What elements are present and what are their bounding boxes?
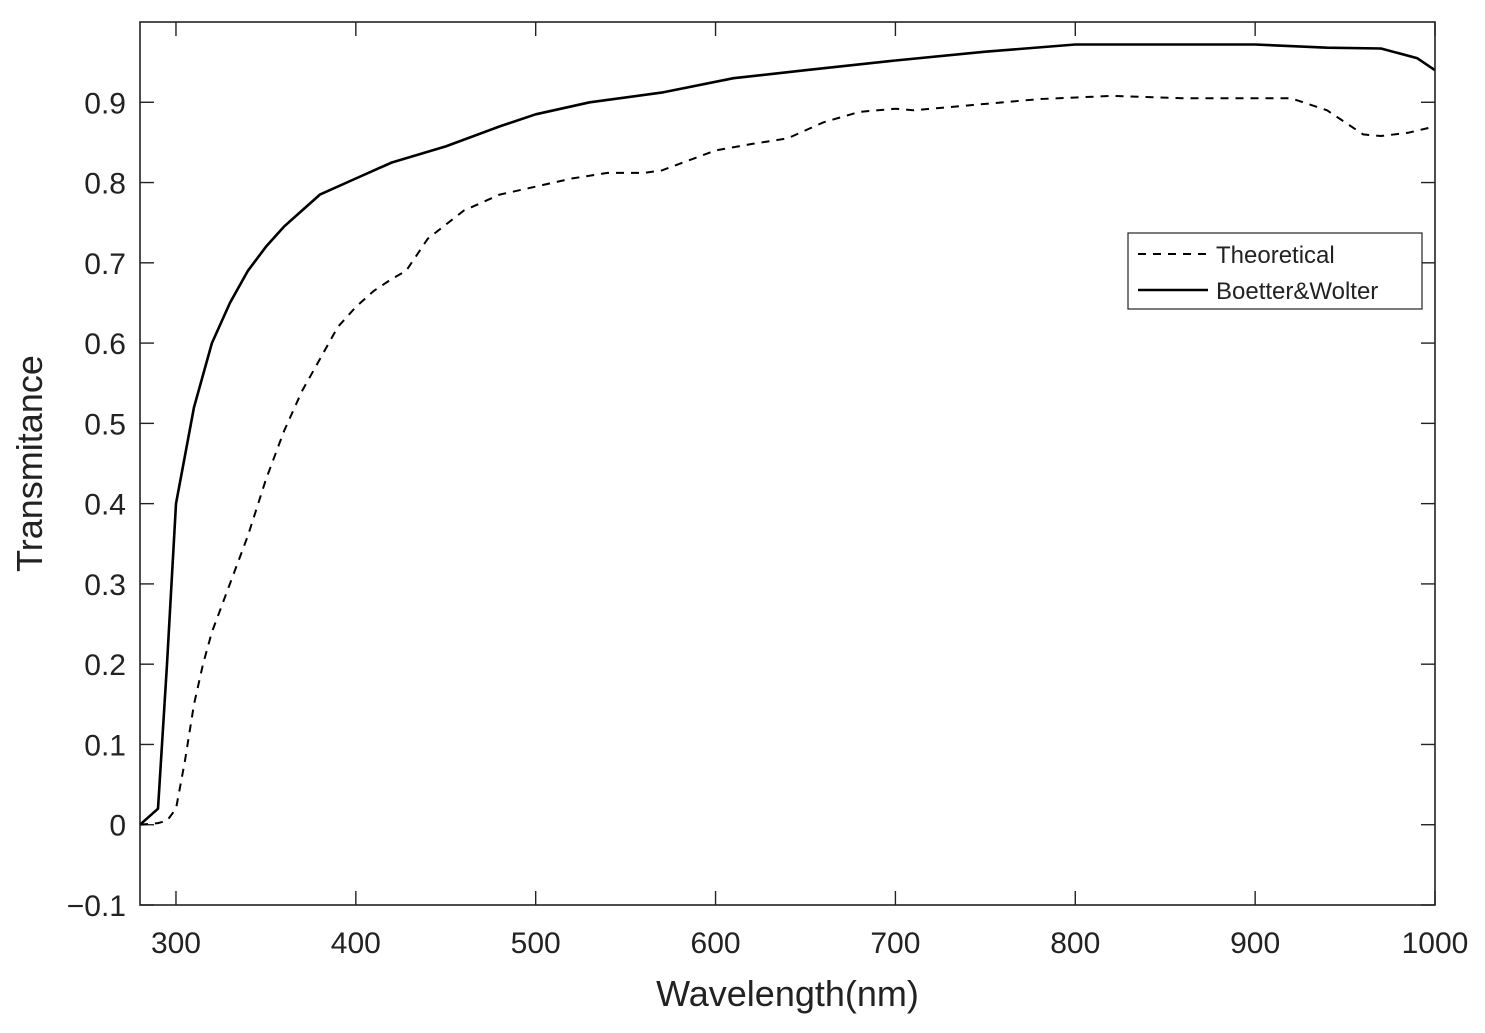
x-tick-label: 900 xyxy=(1230,927,1280,960)
y-tick-label: 0.7 xyxy=(84,248,126,281)
y-tick-label: 0.6 xyxy=(84,328,126,361)
legend-label-boetter-wolter: Boetter&Wolter xyxy=(1216,278,1378,305)
y-tick-label: 0.8 xyxy=(84,168,126,201)
y-tick-label: 0.1 xyxy=(84,729,126,762)
legend-label-theoretical: Theoretical xyxy=(1216,242,1335,269)
series-layer xyxy=(139,43,1436,826)
series-line-boetter-wolter xyxy=(139,43,1436,826)
y-tick-label: 0.2 xyxy=(84,649,126,682)
tick-labels-layer: 300 400 500 600 700 800 900 1000 −0.1 0 0.1 0.2 0.3 0… xyxy=(67,87,1469,960)
y-axis-title: Transmitance xyxy=(9,355,50,572)
plot-frame xyxy=(139,21,1436,906)
legend: Theoretical Boetter&Wolter xyxy=(1127,232,1423,310)
y-tick-label: −0.1 xyxy=(67,890,126,923)
y-tick-label: 0 xyxy=(109,810,126,843)
legend-box xyxy=(1127,232,1423,310)
x-axis-title: Wavelength(nm) xyxy=(656,973,919,1014)
y-tick-label: 0.9 xyxy=(84,87,126,120)
ticks-layer xyxy=(140,22,1436,906)
x-tick-label: 600 xyxy=(691,927,741,960)
x-tick-label: 1000 xyxy=(1402,927,1469,960)
x-tick-label: 700 xyxy=(870,927,920,960)
x-tick-label: 500 xyxy=(511,927,561,960)
y-tick-label: 0.4 xyxy=(84,489,126,522)
x-tick-label: 800 xyxy=(1050,927,1100,960)
series-line-theoretical xyxy=(139,94,1436,826)
y-tick-label: 0.3 xyxy=(84,569,126,602)
y-tick-label: 0.5 xyxy=(84,408,126,441)
x-tick-label: 400 xyxy=(331,927,381,960)
x-tick-label: 300 xyxy=(151,927,201,960)
